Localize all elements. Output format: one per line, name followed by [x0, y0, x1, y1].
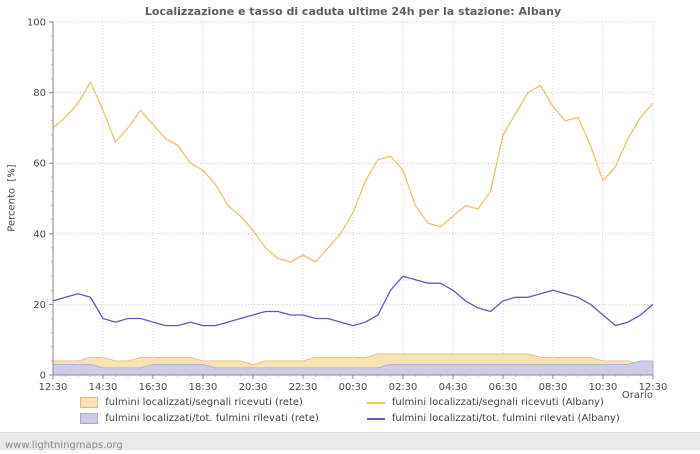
legend-item-rete-total: fulmini localizzati/tot. fulmini rilevat…	[80, 413, 319, 424]
svg-text:10:30: 10:30	[589, 382, 618, 393]
chart-title: Localizzazione e tasso di caduta ultime …	[144, 5, 562, 18]
svg-text:04:30: 04:30	[439, 382, 468, 393]
x-axis-label: Orario	[621, 390, 653, 401]
svg-text:02:30: 02:30	[389, 382, 418, 393]
legend-label-rete-signals: fulmini localizzati/segnali ricevuti (re…	[105, 397, 303, 408]
svg-text:12:30: 12:30	[39, 382, 68, 393]
svg-text:08:30: 08:30	[539, 382, 568, 393]
legend-label-albany-signals: fulmini localizzati/segnali ricevuti (Al…	[391, 397, 604, 408]
svg-text:80: 80	[33, 88, 46, 99]
svg-text:20:30: 20:30	[239, 382, 268, 393]
svg-text:14:30: 14:30	[89, 382, 118, 393]
svg-text:16:30: 16:30	[139, 382, 168, 393]
svg-text:20: 20	[33, 300, 46, 311]
legend-item-albany-total: fulmini localizzati/tot. fulmini rilevat…	[366, 413, 620, 424]
legend-item-albany-signals: fulmini localizzati/segnali ricevuti (Al…	[366, 397, 620, 408]
svg-text:0: 0	[40, 371, 46, 382]
svg-text:100: 100	[27, 18, 46, 29]
plot-area: 0 20 40 60 80 100 12:30 14:30 16:30 18:30 20:30 22:…	[27, 18, 668, 394]
svg-text:06:30: 06:30	[489, 382, 518, 393]
legend-column-albany: fulmini localizzati/segnali ricevuti (Al…	[366, 397, 620, 424]
watermark: www.lightningmaps.org	[5, 440, 123, 451]
legend-label-rete-total: fulmini localizzati/tot. fulmini rilevat…	[105, 413, 319, 424]
svg-text:00:30: 00:30	[339, 382, 368, 393]
svg-text:40: 40	[33, 229, 46, 240]
svg-text:18:30: 18:30	[189, 382, 218, 393]
legend-column-rete: fulmini localizzati/segnali ricevuti (re…	[80, 397, 319, 424]
legend: fulmini localizzati/segnali ricevuti (re…	[0, 397, 700, 424]
legend-swatch-albany-signals	[366, 401, 385, 404]
legend-swatch-rete-total	[80, 413, 99, 424]
footer-bar: www.lightningmaps.org	[0, 432, 700, 451]
legend-swatch-rete-signals	[80, 397, 99, 408]
legend-swatch-albany-total	[366, 417, 385, 420]
svg-text:22:30: 22:30	[289, 382, 318, 393]
svg-text:60: 60	[33, 159, 46, 170]
legend-item-rete-signals: fulmini localizzati/segnali ricevuti (re…	[80, 397, 319, 408]
legend-label-albany-total: fulmini localizzati/tot. fulmini rilevat…	[391, 413, 620, 424]
svg-text:12:30: 12:30	[639, 382, 668, 393]
